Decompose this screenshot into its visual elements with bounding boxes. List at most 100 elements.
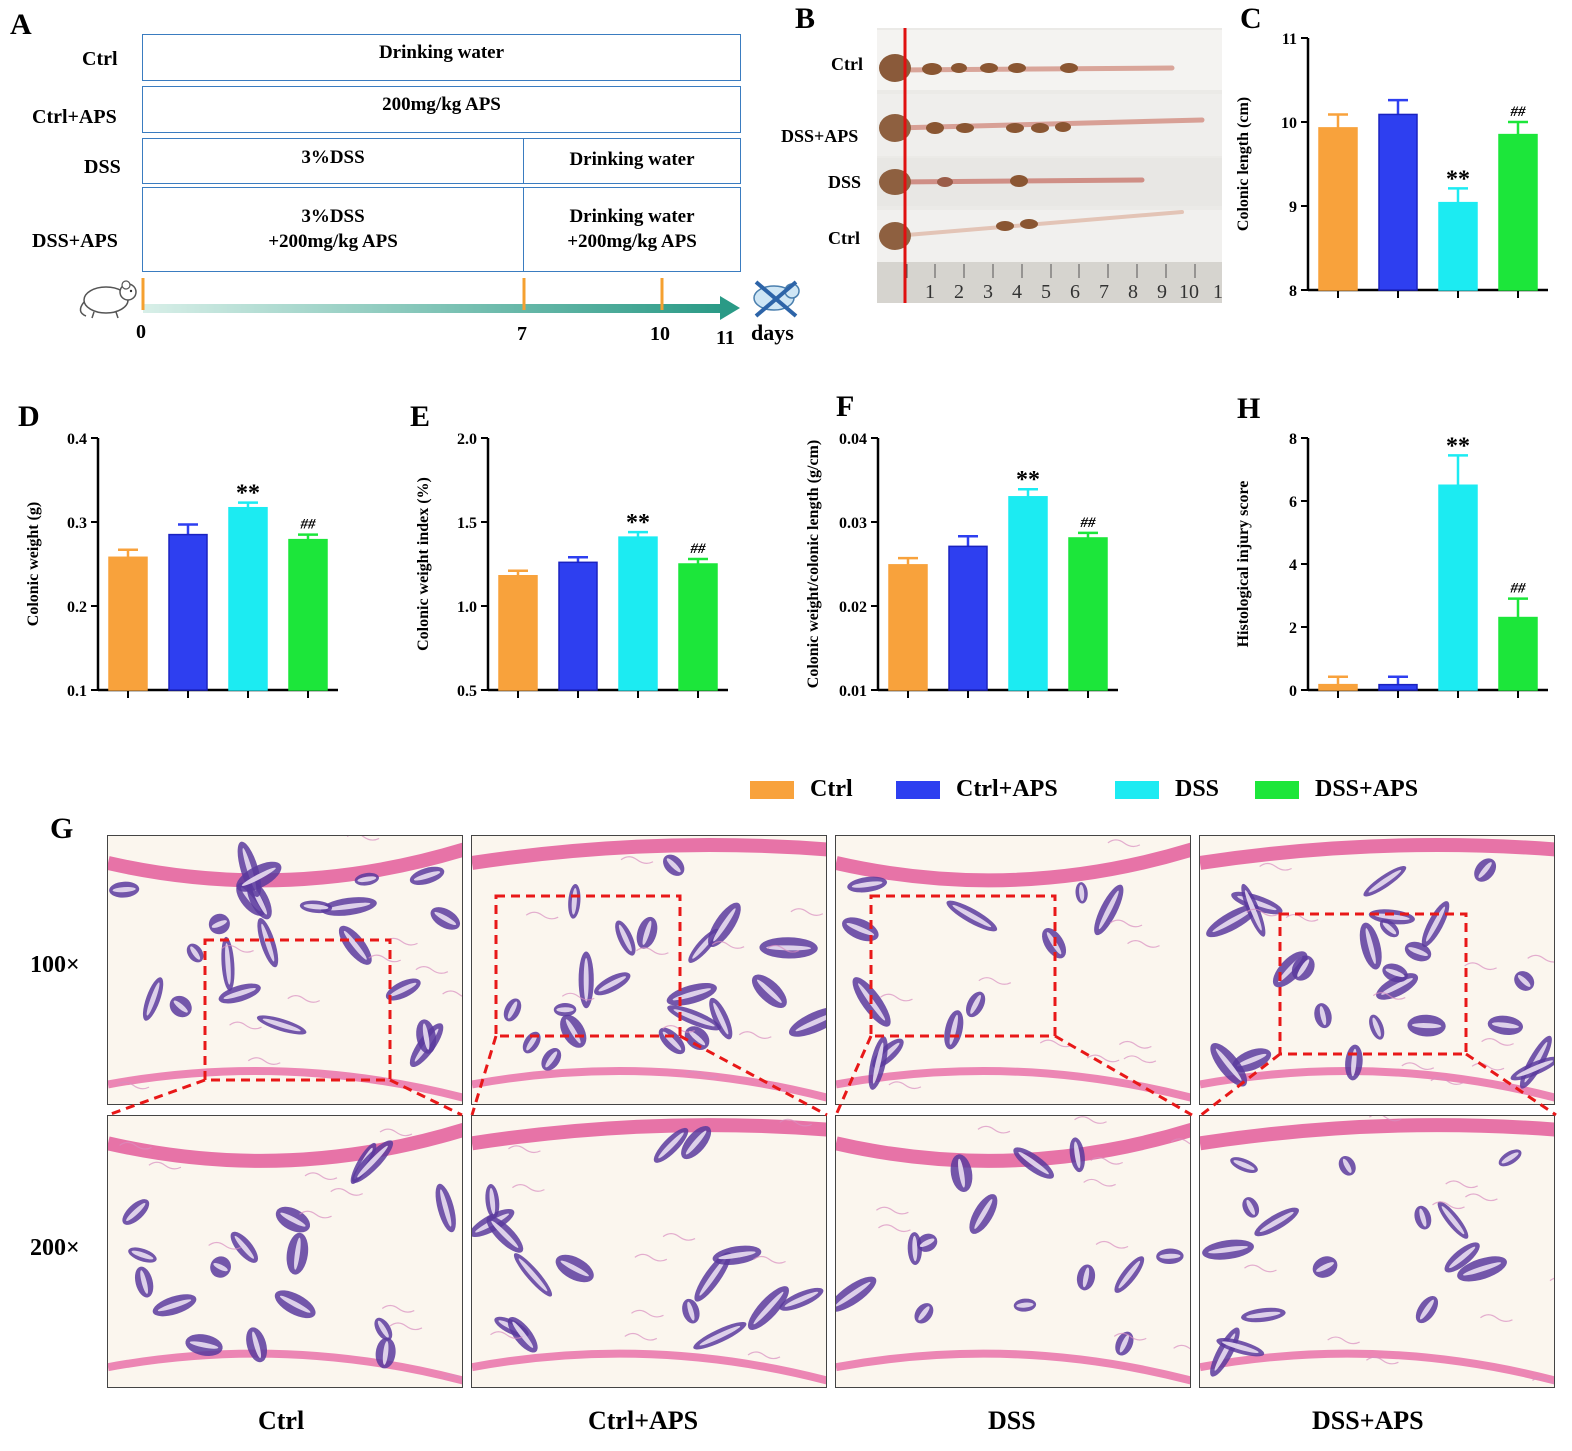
y-axis-label: Colonic weight (g)	[25, 502, 42, 626]
legend-label-dss-aps: DSS+APS	[1315, 776, 1419, 802]
legend-item-ctrl-aps: Ctrl+APS	[896, 776, 1058, 803]
y-tick-label: 2	[1289, 620, 1297, 637]
schedule-row-label-dss-aps: DSS+APS	[32, 230, 118, 252]
schedule-box-dss-1: 3%DSS	[142, 138, 524, 184]
timeline-arrow-icon	[720, 296, 740, 320]
y-tick-label: 0.02	[839, 599, 867, 616]
histology-col-label-ctrl-aps: Ctrl+APS	[588, 1406, 699, 1435]
bar-dss-aps	[1498, 133, 1538, 291]
schedule-row-label-ctrl: Ctrl	[82, 48, 118, 70]
ruler-number-1: 1	[925, 281, 935, 303]
bar-dss-aps	[1498, 616, 1538, 691]
schedule-box-dss-aps-1: 3%DSS +200mg/kg APS	[142, 187, 524, 272]
magnification-label-200: 200×	[30, 1235, 80, 1261]
y-tick-label: 0.5	[457, 683, 477, 700]
bar-ctrl-aps	[558, 561, 598, 691]
bar-ctrl	[1318, 127, 1358, 291]
legend-item-ctrl: Ctrl	[750, 776, 853, 803]
photo-label-ctrl-top: Ctrl	[831, 54, 863, 74]
y-tick-label: 0	[1289, 683, 1297, 700]
legend-swatch-dss-aps	[1255, 780, 1299, 799]
schedule-text-dss: 3%DSS	[301, 146, 365, 168]
histology-col-label-dss-aps: DSS+APS	[1312, 1406, 1424, 1435]
y-tick-label: 4	[1289, 557, 1297, 574]
y-tick-label: 11	[1282, 31, 1297, 48]
histology-image-200x-dss	[835, 1115, 1191, 1388]
histology-image-100x-dss	[835, 835, 1191, 1105]
ruler-number-10: 10	[1179, 281, 1199, 303]
schedule-text-aps: 200mg/kg APS	[382, 94, 501, 116]
y-tick-label: 1.0	[457, 599, 477, 616]
y-tick-label: 8	[1289, 283, 1297, 300]
y-tick-label: 0.3	[67, 515, 87, 532]
y-tick-label: 8	[1289, 431, 1297, 448]
ruler-number-6: 6	[1070, 281, 1080, 303]
magnification-label-100: 100×	[30, 952, 80, 978]
legend-label-dss: DSS	[1175, 776, 1220, 802]
legend-item-dss: DSS	[1115, 776, 1219, 803]
ruler-number-7: 7	[1099, 281, 1109, 303]
ruler-number-8: 8	[1128, 281, 1138, 303]
ruler-number-2: 2	[954, 281, 964, 303]
y-tick-label: 0.1	[67, 683, 87, 700]
y-tick-label: 6	[1289, 494, 1297, 511]
bar-ctrl-aps	[168, 533, 208, 691]
histology-image-200x-ctrl	[107, 1115, 463, 1388]
legend-swatch-ctrl-aps	[896, 780, 940, 799]
legend-swatch-dss	[1115, 780, 1159, 799]
bar-dss	[1008, 496, 1048, 691]
schedule-row-label-ctrl-aps: Ctrl+APS	[32, 106, 117, 128]
chart-colonic-length: 8 9 10 11 Colonic length (cm) ** ##	[1235, 31, 1548, 300]
panel-label-d: D	[18, 400, 40, 433]
bar-ctrl	[108, 556, 148, 691]
colon-photo: 1 2 3 4 5 6 7 8 9 10 1	[877, 28, 1222, 303]
timeline-label-7: 7	[517, 323, 527, 345]
schedule-text-dss-water: Drinking water	[569, 148, 695, 170]
ruler-number-4: 4	[1012, 281, 1022, 303]
timeline-label-11: 11	[716, 327, 735, 349]
timeline-label-0: 0	[136, 321, 146, 343]
bar-ctrl	[1318, 683, 1358, 691]
bar-ctrl	[888, 564, 928, 691]
schedule-box-dss-2: Drinking water	[523, 138, 741, 184]
bar-ctrl	[498, 575, 538, 691]
histology-col-label-dss: DSS	[988, 1406, 1036, 1435]
significance-marker: ##	[1080, 515, 1097, 531]
legend-label-ctrl: Ctrl	[810, 776, 853, 802]
timeline-unit: days	[751, 320, 794, 345]
ruler-number-11: 1	[1213, 281, 1222, 303]
bar-ctrl-aps	[948, 545, 988, 691]
schedule-text-dss-aps-2a: Drinking water	[569, 205, 695, 227]
schedule-text-dss-aps-1a: 3%DSS	[301, 205, 365, 227]
significance-marker: **	[626, 510, 650, 536]
bar-ctrl-aps	[1378, 113, 1418, 291]
histology-image-100x-dss-aps	[1199, 835, 1555, 1105]
timeline: 0 7 10 11 days	[79, 278, 800, 349]
chart-colonic-weight-index: 0.5 1.0 1.5 2.0 Colonic weight index (%) ** ##	[415, 431, 728, 700]
significance-marker: ##	[690, 541, 707, 557]
bar-ctrl-aps	[1378, 683, 1418, 691]
schedule-box-dss-aps-2: Drinking water +200mg/kg APS	[523, 187, 741, 272]
sacrifice-mouse-icon	[753, 280, 800, 318]
photo-label-ctrl-bottom: Ctrl	[828, 228, 860, 248]
y-tick-label: 0.4	[67, 431, 87, 448]
colon-photo-drawing: 1 2 3 4 5 6 7 8 9 10 1	[877, 28, 1222, 303]
y-tick-label: 0.01	[839, 683, 867, 700]
schedule-text-dss-aps-1b: +200mg/kg APS	[268, 230, 398, 252]
y-tick-label: 2.0	[457, 431, 477, 448]
histology-image-200x-dss-aps	[1199, 1115, 1555, 1388]
chart-weight-length-ratio: 0.01 0.02 0.03 0.04 Colonic weight/colonic l…	[805, 431, 1118, 700]
schedule-row-label-dss: DSS	[84, 156, 121, 178]
panel-label-h: H	[1237, 392, 1261, 425]
schedule-box-ctrl-aps: 200mg/kg APS	[142, 86, 741, 133]
y-tick-label: 0.03	[839, 515, 867, 532]
photo-label-dss: DSS	[828, 172, 862, 192]
bar-dss-aps	[288, 538, 328, 691]
y-tick-label: 10	[1281, 115, 1297, 132]
bar-dss	[618, 536, 658, 691]
y-tick-label: 0.2	[67, 599, 87, 616]
y-axis-label: Colonic weight/colonic length (g/cm)	[805, 440, 822, 688]
chart-colonic-weight: 0.1 0.2 0.3 0.4 Colonic weight (g) ** ##	[25, 431, 338, 700]
bar-dss	[1438, 484, 1478, 691]
timeline-label-10: 10	[650, 323, 670, 345]
